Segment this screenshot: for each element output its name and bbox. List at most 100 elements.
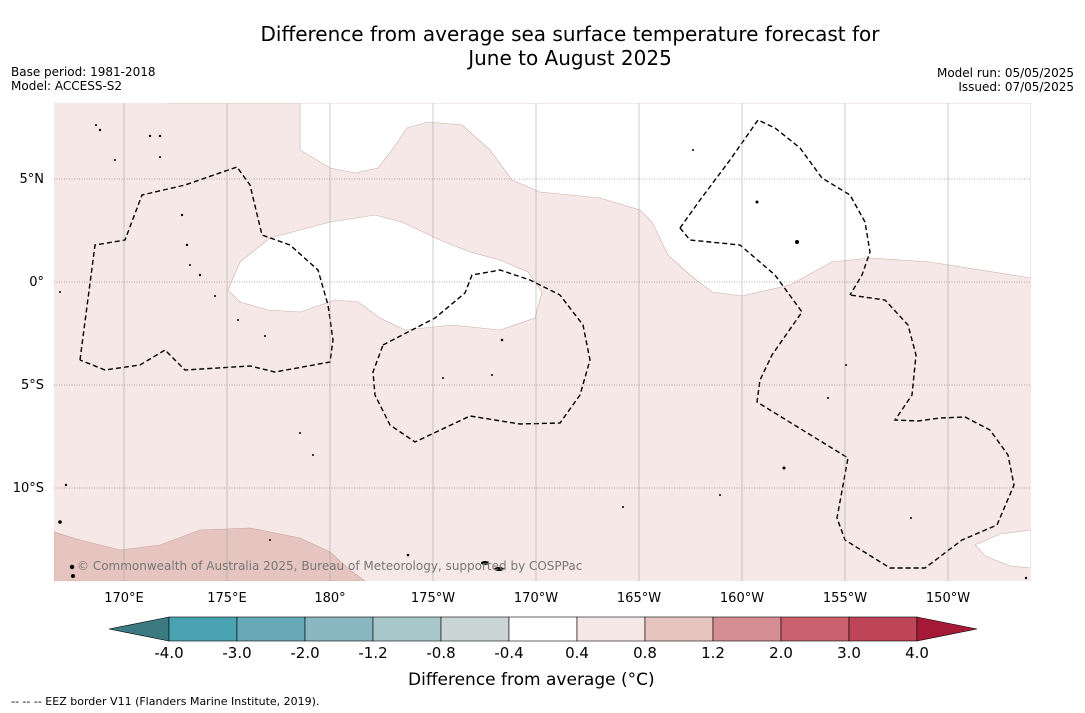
model-text: Model: ACCESS-S2: [11, 79, 123, 93]
lat-label: 5°N: [20, 172, 45, 187]
colorbar-tick-label: -0.4: [494, 644, 523, 662]
colorbar-tick-label: -3.0: [222, 644, 251, 662]
colorbar-segment: [644, 616, 714, 642]
island: [622, 506, 624, 508]
eez-border-line-islands-north: [679, 119, 871, 296]
metadata-left: Base period: 1981-2018 Model: ACCESS-S2: [11, 65, 156, 93]
colorbar-tick-label: -2.0: [290, 644, 319, 662]
lat-label: 10°S: [13, 481, 44, 496]
colorbar-tick-label: -1.2: [358, 644, 387, 662]
island: [180, 213, 184, 217]
colorbar-segment: [372, 616, 442, 642]
colorbar-tick-label: -4.0: [154, 644, 183, 662]
island: [299, 432, 301, 434]
colorbar-segment: [304, 616, 374, 642]
island: [312, 454, 314, 456]
eez-border-phoenix: [372, 269, 591, 443]
lon-label: 175°W: [411, 591, 455, 606]
island: [406, 553, 410, 557]
island: [692, 149, 694, 151]
colorbar-tick-label: 0.4: [565, 644, 589, 662]
island: [500, 338, 504, 342]
eez-border-line-islands-central: [679, 227, 1015, 569]
colorbar-arrow-low: [108, 616, 170, 642]
lat-labels: 5°N 0° 5°S 10°S: [13, 172, 44, 496]
island: [491, 374, 493, 376]
colorbar-segment: [236, 616, 306, 642]
island: [95, 124, 97, 126]
colorbar-segment: [780, 616, 850, 642]
map-panel: © Commonwealth of Australia 2025, Bureau…: [54, 103, 1031, 581]
colorbar-tick-label: -0.8: [426, 644, 455, 662]
lat-label: 5°S: [21, 378, 44, 393]
near-normal-region-west: [166, 103, 1031, 297]
lon-label: 175°E: [207, 591, 247, 606]
model-run-text: Model run: 05/05/2025: [936, 66, 1074, 80]
island: [59, 291, 61, 293]
island: [158, 134, 162, 138]
lon-label: 180°: [314, 591, 345, 606]
map-title: Difference from average sea surface temp…: [0, 22, 1085, 70]
island: [69, 564, 75, 570]
island: [159, 156, 161, 158]
island: [795, 240, 799, 244]
colorbar-tick-label: 0.8: [633, 644, 657, 662]
island: [264, 335, 266, 337]
island: [827, 397, 829, 399]
map-title-line2: June to August 2025: [468, 46, 672, 70]
island: [198, 273, 202, 277]
lon-label: 160°W: [720, 591, 764, 606]
island: [189, 264, 191, 266]
lon-label: 170°E: [104, 591, 144, 606]
eez-border-kiribati-gilbert: [79, 166, 334, 373]
island: [719, 494, 721, 496]
eez-legend-note: -- -- -- EEZ border V11 (Flanders Marine…: [11, 695, 320, 708]
issued-text: Issued: 07/05/2025: [958, 80, 1074, 94]
islands: [58, 124, 1028, 580]
colorbar-segment: [848, 616, 918, 642]
eez-borders: [79, 119, 1015, 569]
lon-label: 165°W: [617, 591, 661, 606]
gridlines: [54, 103, 1031, 581]
near-normal-region-equator: [227, 214, 543, 331]
island: [148, 134, 152, 138]
island: [237, 319, 239, 321]
island: [442, 377, 444, 379]
colorbar-segment: [440, 616, 510, 642]
island: [782, 466, 786, 470]
lon-label: 150°W: [926, 591, 970, 606]
island: [481, 561, 489, 565]
base-period-text: Base period: 1981-2018: [11, 65, 156, 79]
warm-anomaly-region-southwest: [54, 527, 366, 581]
colorbar-segment: [508, 616, 578, 642]
colorbar-tick-label: 2.0: [769, 644, 793, 662]
island: [755, 200, 759, 204]
island: [58, 520, 62, 524]
colorbar-segment: [712, 616, 782, 642]
copyright-text: © Commonwealth of Australia 2025, Bureau…: [77, 559, 582, 573]
island: [845, 364, 847, 366]
island: [64, 483, 68, 487]
metadata-right: Model run: 05/05/2025 Issued: 07/05/2025: [937, 66, 1074, 94]
island: [71, 574, 75, 578]
island: [910, 517, 912, 519]
colorbar: -4.0 -3.0 -2.0 -1.2 -0.8 -0.4 0.4 0.8 1.2 2.0 3.0 4…: [108, 616, 978, 662]
near-normal-region-southeast: [974, 529, 1031, 569]
lon-label: 155°W: [823, 591, 867, 606]
colorbar-tick-label: 3.0: [837, 644, 861, 662]
island: [98, 128, 102, 132]
map-title-line1: Difference from average sea surface temp…: [260, 22, 880, 46]
island: [1024, 576, 1028, 580]
colorbar-tick-label: 4.0: [905, 644, 929, 662]
island: [214, 295, 216, 297]
colorbar-title: Difference from average (°C): [408, 670, 655, 690]
lat-label: 0°: [29, 275, 44, 290]
colorbar-arrow-high: [916, 616, 978, 642]
colorbar-tick-label: 1.2: [701, 644, 725, 662]
island: [269, 539, 271, 541]
lon-label: 170°W: [514, 591, 558, 606]
island: [185, 243, 189, 247]
colorbar-segment: [168, 616, 238, 642]
island: [494, 567, 504, 571]
